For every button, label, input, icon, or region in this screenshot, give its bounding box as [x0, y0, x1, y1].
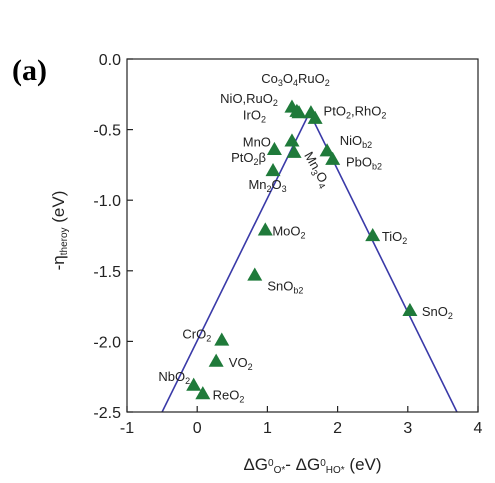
- data-point: [325, 151, 341, 165]
- axes: -1 0 1 2 3 4 0.0 -0.5 -1.0 -1.5 -2.0 -2.5: [93, 52, 482, 437]
- x-tick-label: 4: [474, 420, 483, 437]
- y-tick-label: -1.5: [93, 264, 121, 281]
- data-point: [208, 353, 224, 367]
- point-label: NiOb2: [340, 133, 372, 150]
- point-label: VO2: [229, 355, 253, 372]
- data-point: [186, 377, 202, 391]
- data-point: [284, 133, 300, 147]
- y-tick-label: 0.0: [99, 52, 121, 69]
- y-tick-label: -1.0: [93, 193, 121, 210]
- point-label: SnO2: [422, 304, 453, 321]
- point-label: Co3O4RuO2: [261, 71, 330, 88]
- point-label: MnO: [243, 135, 271, 150]
- point-label: NiO,RuO2: [220, 91, 278, 108]
- panel-label: (a): [12, 54, 47, 87]
- point-label: Mn2O3: [248, 177, 286, 194]
- point-label: MoO2: [272, 224, 305, 241]
- data-point: [195, 386, 211, 400]
- x-axis-title: ΔG0O*- ΔG0HO* (eV): [243, 455, 381, 476]
- y-tick-label: -2.0: [93, 334, 121, 351]
- point-label: IrO2: [243, 108, 266, 125]
- point-label: PtO2β: [231, 150, 266, 167]
- point-label: SnOb2: [267, 279, 303, 296]
- x-tick-label: 0: [193, 420, 202, 437]
- data-point: [265, 163, 281, 177]
- data-point: [291, 105, 307, 119]
- point-label: CrO2: [182, 327, 211, 344]
- point-label: NbO2: [158, 369, 190, 386]
- x-tick-label: 3: [403, 420, 412, 437]
- plot-frame: [126, 58, 479, 413]
- plot-area: [161, 99, 458, 412]
- volcano-line-left: [161, 112, 311, 412]
- data-point: [266, 141, 282, 155]
- data-point: [365, 228, 381, 242]
- x-tick-label: -1: [120, 420, 134, 437]
- point-label: ReO2: [213, 387, 245, 404]
- data-point: [319, 143, 335, 157]
- point-label: PbOb2: [346, 154, 382, 171]
- y-tick-label: -0.5: [93, 123, 121, 140]
- x-tick-label: 2: [333, 420, 342, 437]
- y-tick-label: -2.5: [93, 405, 121, 422]
- data-point: [286, 144, 302, 158]
- point-label: PtO2,RhO2: [324, 103, 387, 120]
- y-axis-title: -ηtheroy (eV): [49, 191, 70, 271]
- data-point: [257, 222, 273, 236]
- data-point: [247, 267, 263, 281]
- data-point: [402, 302, 418, 316]
- data-point: [214, 332, 230, 346]
- x-tick-label: 1: [263, 420, 272, 437]
- data-point: [307, 110, 323, 124]
- point-label: TiO2: [382, 229, 407, 246]
